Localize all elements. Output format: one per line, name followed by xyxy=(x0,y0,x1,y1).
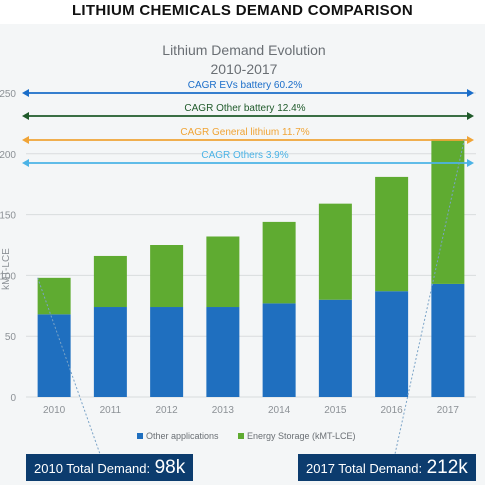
callout-2017-value: 212k xyxy=(426,457,468,478)
legend-swatch xyxy=(137,433,143,439)
bar-other-2012 xyxy=(150,307,184,397)
bar-energy-2011 xyxy=(93,255,127,308)
chart-panel: Lithium Demand Evolution 2010-2017 kMT-L… xyxy=(0,24,485,485)
demand-chart: Lithium Demand Evolution 2010-2017 kMT-L… xyxy=(0,42,476,455)
legend-label: Other applications xyxy=(146,431,219,441)
cagr-label: CAGR Other battery 12.4% xyxy=(184,103,305,114)
y-tick-label: 200 xyxy=(0,150,16,161)
bar-other-2013 xyxy=(206,307,240,397)
arrowhead-left-icon xyxy=(22,159,29,167)
callout-2017-label: 2017 Total Demand: xyxy=(306,461,423,476)
bar-other-2010 xyxy=(37,314,71,397)
cagr-label: CAGR General lithium 11.7% xyxy=(180,127,309,138)
callout-leader-2010 xyxy=(37,277,101,455)
arrowhead-right-icon xyxy=(467,112,474,120)
bar-energy-2016 xyxy=(375,176,409,292)
bar-energy-2013 xyxy=(206,236,240,308)
cagr-label: CAGR EVs battery 60.2% xyxy=(188,80,303,91)
bar-energy-2012 xyxy=(150,245,184,308)
x-tick-label: 2013 xyxy=(212,405,235,416)
page-title: LITHIUM CHEMICALS DEMAND COMPARISON xyxy=(71,2,414,19)
arrowhead-right-icon xyxy=(467,136,474,144)
chart-subtitle: 2010-2017 xyxy=(211,61,278,77)
callout-2010-value: 98k xyxy=(154,457,186,478)
y-tick-label: 250 xyxy=(0,89,16,100)
cagr-label: CAGR Others 3.9% xyxy=(201,150,288,161)
bar-other-2016 xyxy=(375,291,409,397)
y-axis-label: kMT-LCE xyxy=(1,248,12,290)
bar-energy-2010 xyxy=(37,277,71,315)
x-tick-label: 2015 xyxy=(324,405,347,416)
chart-title: Lithium Demand Evolution xyxy=(162,42,325,58)
legend-label: Energy Storage (kMT-LCE) xyxy=(247,431,356,441)
x-tick-label: 2016 xyxy=(381,405,404,416)
arrowhead-left-icon xyxy=(22,136,29,144)
arrowhead-left-icon xyxy=(22,112,29,120)
y-tick-label: 150 xyxy=(0,211,16,222)
bar-energy-2017 xyxy=(431,139,465,284)
bar-energy-2015 xyxy=(318,203,352,300)
bar-other-2011 xyxy=(93,307,127,397)
bar-other-2017 xyxy=(431,283,465,397)
y-tick-label: 100 xyxy=(0,271,16,282)
callout-leader-2017 xyxy=(394,139,465,455)
arrowhead-right-icon xyxy=(467,89,474,97)
arrowhead-left-icon xyxy=(22,89,29,97)
y-tick-label: 0 xyxy=(10,393,16,404)
bar-other-2015 xyxy=(318,299,352,397)
callout-2017: 2017 Total Demand: 212k xyxy=(298,454,476,481)
callout-2010-label: 2010 Total Demand: xyxy=(34,461,151,476)
x-tick-label: 2011 xyxy=(100,405,122,416)
x-tick-label: 2017 xyxy=(437,405,460,416)
callout-2010: 2010 Total Demand: 98k xyxy=(26,454,194,481)
y-tick-label: 50 xyxy=(5,332,17,343)
arrowhead-right-icon xyxy=(467,159,474,167)
bar-energy-2014 xyxy=(262,221,296,304)
x-tick-label: 2012 xyxy=(156,405,179,416)
x-tick-label: 2010 xyxy=(43,405,66,416)
legend-swatch xyxy=(238,433,244,439)
bar-other-2014 xyxy=(262,303,296,397)
x-tick-label: 2014 xyxy=(268,405,291,416)
